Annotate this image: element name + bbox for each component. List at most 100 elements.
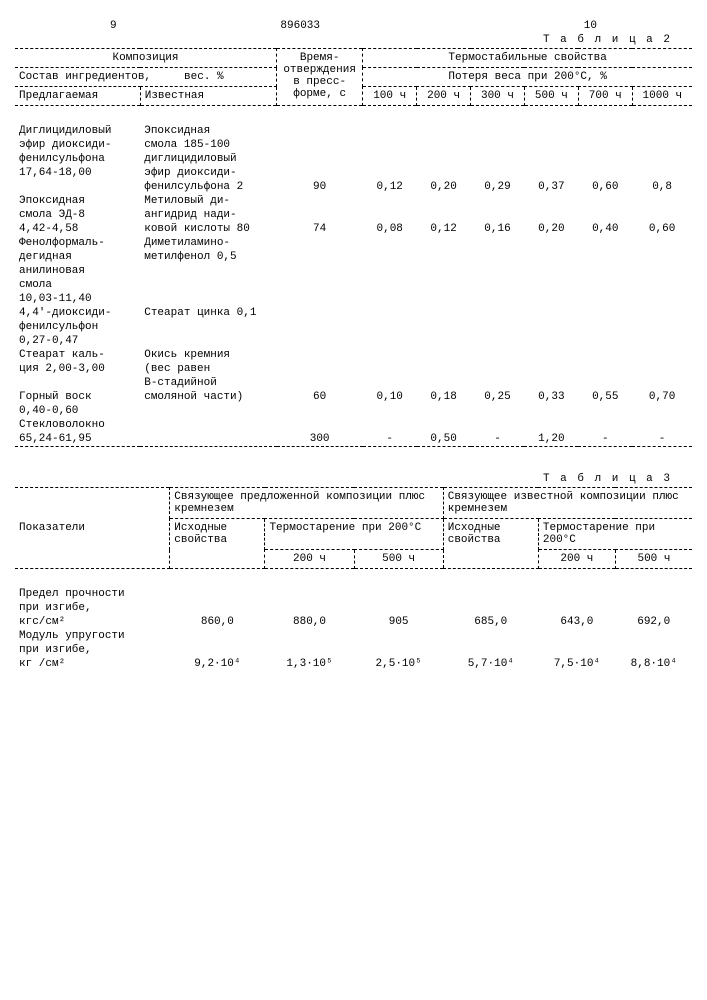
- cell-known: (вес равен: [140, 362, 276, 376]
- table2-ingredients-header: Состав ингредиентов, вес. %: [15, 68, 277, 87]
- cell-known: Эпоксидная: [140, 124, 276, 138]
- cell-known: ковой кислоты 80: [140, 222, 276, 236]
- table2-curetime-header: Время-отверждения в пресс-форме, с: [277, 49, 363, 106]
- table-row: Модуль упругости: [15, 629, 692, 643]
- table-row: при изгибе,: [15, 643, 692, 657]
- cell-time: [277, 376, 363, 390]
- table2-thermo-header: Термостабильные свойства: [363, 49, 692, 68]
- cell-known: [140, 418, 276, 432]
- cell-value: [417, 320, 471, 334]
- table-row: 65,24-61,95300-0,50-1,20--: [15, 432, 692, 447]
- cell-value: [524, 320, 578, 334]
- table2-200h: 200 ч: [417, 87, 471, 106]
- table3-p500-2: 500 ч: [615, 550, 692, 569]
- cell-known: Стеарат цинка 0,1: [140, 306, 276, 320]
- table-row: кгс/см²860,0880,0905685,0643,0692,0: [15, 615, 692, 629]
- cell-value: [417, 194, 471, 208]
- cell-known: [140, 432, 276, 447]
- cell-value: [632, 194, 692, 208]
- cell-known: смоляной части): [140, 390, 276, 404]
- cell-label: кг /см²: [15, 657, 170, 671]
- table2-label: Т а б л и ц а 2: [15, 34, 672, 46]
- cell-proposed: Эпоксидная: [15, 194, 140, 208]
- cell-time: [277, 320, 363, 334]
- cell-value: [417, 362, 471, 376]
- table2-weightloss-header: Потеря веса при 200°С, %: [363, 68, 692, 87]
- cell-value: [471, 418, 525, 432]
- table3-indicators-header: Показатели: [15, 488, 170, 569]
- table-row: Горный восксмоляной части)600,100,180,25…: [15, 390, 692, 404]
- cell-value: [632, 418, 692, 432]
- cell-value: [417, 278, 471, 292]
- table3-initial1: Исходные свойства: [170, 519, 265, 569]
- cell-value: [578, 152, 632, 166]
- cell-value: [363, 138, 417, 152]
- cell-value: [632, 306, 692, 320]
- cell-value: 643,0: [538, 615, 615, 629]
- cell-value: [578, 348, 632, 362]
- cell-value: [471, 278, 525, 292]
- cell-value: [578, 320, 632, 334]
- cell-value: [417, 124, 471, 138]
- cell-value: 0,40: [578, 222, 632, 236]
- cell-value: 860,0: [170, 615, 265, 629]
- table-row: 10,03-11,40: [15, 292, 692, 306]
- table-row: Предел прочности: [15, 587, 692, 601]
- cell-proposed: 10,03-11,40: [15, 292, 140, 306]
- cell-proposed: 0,40-0,60: [15, 404, 140, 418]
- cell-value: [578, 306, 632, 320]
- cell-value: [578, 376, 632, 390]
- cell-label: Модуль упругости: [15, 629, 692, 643]
- table-row: дегиднаяметилфенол 0,5: [15, 250, 692, 264]
- cell-value: [471, 124, 525, 138]
- cell-value: -: [578, 432, 632, 447]
- cell-proposed: смола: [15, 278, 140, 292]
- cell-proposed: [15, 376, 140, 390]
- cell-proposed: Стеарат каль-: [15, 348, 140, 362]
- cell-value: [632, 292, 692, 306]
- cell-value: [417, 418, 471, 432]
- cell-value: [363, 124, 417, 138]
- cell-known: эфир диоксиди-: [140, 166, 276, 180]
- cell-value: 0,20: [524, 222, 578, 236]
- cell-value: [417, 306, 471, 320]
- table3-p200-2: 200 ч: [538, 550, 615, 569]
- cell-known: [140, 278, 276, 292]
- cell-value: [524, 194, 578, 208]
- cell-known: В-стадийной: [140, 376, 276, 390]
- cell-value: [363, 250, 417, 264]
- cell-time: [277, 278, 363, 292]
- cell-proposed: Горный воск: [15, 390, 140, 404]
- cell-time: [277, 264, 363, 278]
- cell-time: [277, 292, 363, 306]
- cell-value: [524, 250, 578, 264]
- table-row: 0,40-0,60: [15, 404, 692, 418]
- cell-proposed: дегидная: [15, 250, 140, 264]
- cell-value: [632, 334, 692, 348]
- cell-value: [578, 208, 632, 222]
- page-number-right: 10: [584, 20, 597, 32]
- cell-value: [524, 236, 578, 250]
- cell-value: [363, 166, 417, 180]
- cell-value: [524, 362, 578, 376]
- cell-value: 0,18: [417, 390, 471, 404]
- cell-value: [471, 362, 525, 376]
- cell-value: [632, 348, 692, 362]
- cell-value: [363, 152, 417, 166]
- cell-value: [632, 208, 692, 222]
- table-row: ДиглицидиловыйЭпоксидная: [15, 124, 692, 138]
- cell-value: [471, 166, 525, 180]
- cell-time: [277, 362, 363, 376]
- cell-value: 685,0: [443, 615, 538, 629]
- cell-value: [417, 236, 471, 250]
- cell-value: [417, 250, 471, 264]
- cell-time: [277, 236, 363, 250]
- cell-value: [363, 264, 417, 278]
- cell-known: фенилсульфона 2: [140, 180, 276, 194]
- cell-value: [471, 404, 525, 418]
- table3-p200-1: 200 ч: [265, 550, 354, 569]
- table2-500h: 500 ч: [524, 87, 578, 106]
- cell-label: при изгибе,: [15, 643, 692, 657]
- table2: Композиция Время-отверждения в пресс-фор…: [15, 48, 692, 453]
- page-header: 9 896033 10: [15, 20, 692, 32]
